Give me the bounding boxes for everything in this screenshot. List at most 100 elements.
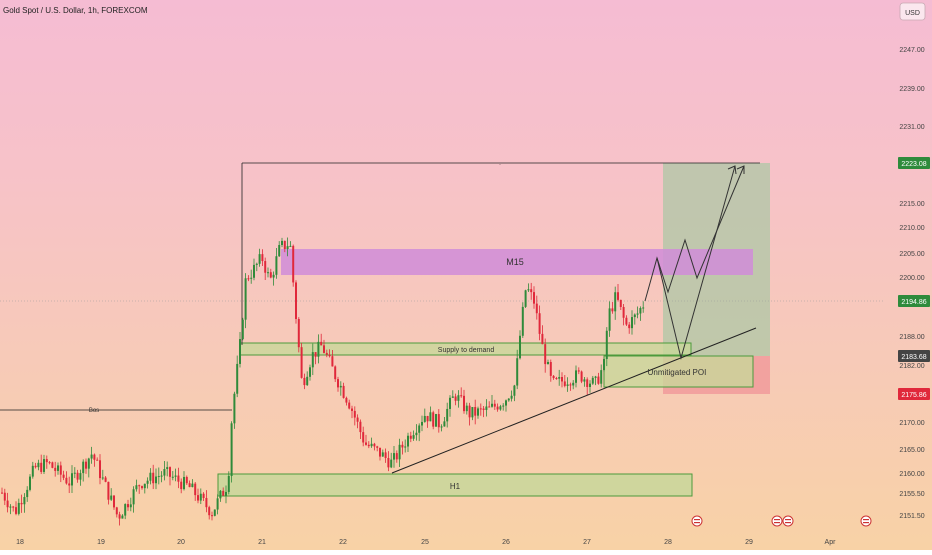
price-tag-label: 2194.86 — [901, 299, 926, 306]
candle-body — [253, 264, 255, 278]
candle-body — [575, 370, 577, 383]
price-tag — [898, 388, 930, 400]
economic-events — [691, 515, 872, 527]
candle-body — [496, 406, 499, 410]
candle-body — [135, 485, 138, 490]
candle-body — [12, 506, 15, 508]
candle-body — [163, 469, 166, 476]
candle-body — [502, 405, 505, 407]
us-flag-event-icon[interactable] — [782, 515, 794, 527]
candle-body — [107, 481, 110, 500]
candle-body — [191, 483, 194, 488]
currency-button[interactable] — [899, 2, 926, 21]
candle-body — [269, 272, 272, 278]
candle-body — [409, 435, 412, 439]
candle-body — [566, 384, 569, 386]
candle-body — [617, 292, 619, 300]
price-tick-label: 2170.00 — [899, 420, 924, 427]
candle-body — [216, 498, 219, 510]
candle-body — [446, 408, 449, 422]
candle-body — [608, 308, 611, 331]
candle-body — [499, 406, 502, 410]
candle-body — [82, 461, 85, 474]
price-axis[interactable]: 2151.502155.502160.002165.002170.002176.… — [899, 47, 924, 520]
candle-body — [6, 500, 9, 508]
candle-body — [275, 256, 278, 275]
candle-body — [272, 274, 275, 278]
price-tag — [898, 350, 930, 362]
time-tick-label: 26 — [502, 539, 510, 546]
candle-body — [68, 483, 71, 486]
candle-body — [415, 432, 418, 436]
candle-body — [34, 465, 37, 468]
candle-body — [104, 477, 107, 482]
candle-body — [412, 435, 415, 439]
candle-body — [278, 244, 281, 257]
candle-body — [9, 506, 12, 508]
candle-body — [353, 410, 356, 418]
candle-body — [524, 290, 527, 307]
unmitigated-poi-label: Unmitigated POI — [648, 368, 707, 377]
price-tick-label: 2151.50 — [899, 513, 924, 520]
candle-body — [160, 475, 163, 477]
candle-body — [398, 444, 401, 460]
candle-body — [54, 467, 57, 471]
candle-body — [533, 292, 535, 304]
candle-body — [549, 362, 552, 376]
time-tick-label: 27 — [583, 539, 591, 546]
candle-body — [421, 421, 423, 426]
candle-body — [395, 453, 398, 460]
candle-body — [51, 462, 54, 468]
candle-body — [29, 476, 31, 490]
candle-body — [535, 303, 538, 314]
candle-body — [589, 383, 591, 388]
time-tick-label: 20 — [177, 539, 185, 546]
projection-path-1 — [644, 165, 745, 302]
candle-body — [561, 377, 563, 382]
h1-label: H1 — [450, 482, 461, 491]
candle-body — [342, 385, 345, 398]
candle-body — [281, 240, 283, 245]
candle-body — [622, 306, 625, 318]
candle-body — [211, 515, 213, 517]
candle-body — [311, 352, 314, 368]
price-tick-label: 2188.00 — [899, 334, 924, 341]
candle-body — [577, 370, 580, 372]
candle-body — [127, 504, 129, 508]
candle-body — [87, 458, 90, 469]
candle-body — [37, 462, 40, 468]
us-flag-event-icon[interactable] — [860, 515, 872, 527]
candle-body — [555, 378, 558, 380]
candle-body — [320, 341, 323, 346]
candle-body — [146, 480, 149, 484]
range-top-marker: · — [499, 162, 501, 168]
candle-body — [443, 421, 446, 427]
time-axis[interactable]: 18 19 20 21 22 25 26 27 28 29 Apr — [16, 539, 836, 546]
candle-body — [393, 453, 395, 460]
candle-body — [222, 490, 225, 496]
us-flag-event-icon[interactable] — [691, 515, 703, 527]
candle-body — [115, 507, 118, 515]
candle-body — [244, 278, 247, 320]
candle-body — [183, 476, 185, 490]
candle-body — [488, 406, 491, 408]
candle-body — [40, 462, 43, 472]
price-tick-label: 2165.00 — [899, 447, 924, 454]
us-flag-event-icon[interactable] — [771, 515, 783, 527]
m15-zone — [281, 249, 753, 275]
us-flag-stripe — [863, 522, 869, 524]
candle-body — [516, 358, 519, 386]
candle-body — [174, 475, 177, 477]
candle-body — [348, 402, 351, 409]
candle-body — [471, 406, 474, 418]
candle-body — [451, 396, 454, 398]
time-tick-label: Apr — [825, 539, 837, 546]
candle-body — [314, 352, 317, 357]
currency-button-label: USD — [905, 10, 920, 17]
candle-body — [96, 459, 99, 461]
candle-body — [474, 406, 477, 416]
candle-body — [317, 341, 320, 357]
candle-body — [583, 379, 586, 382]
candle-body — [628, 324, 631, 329]
